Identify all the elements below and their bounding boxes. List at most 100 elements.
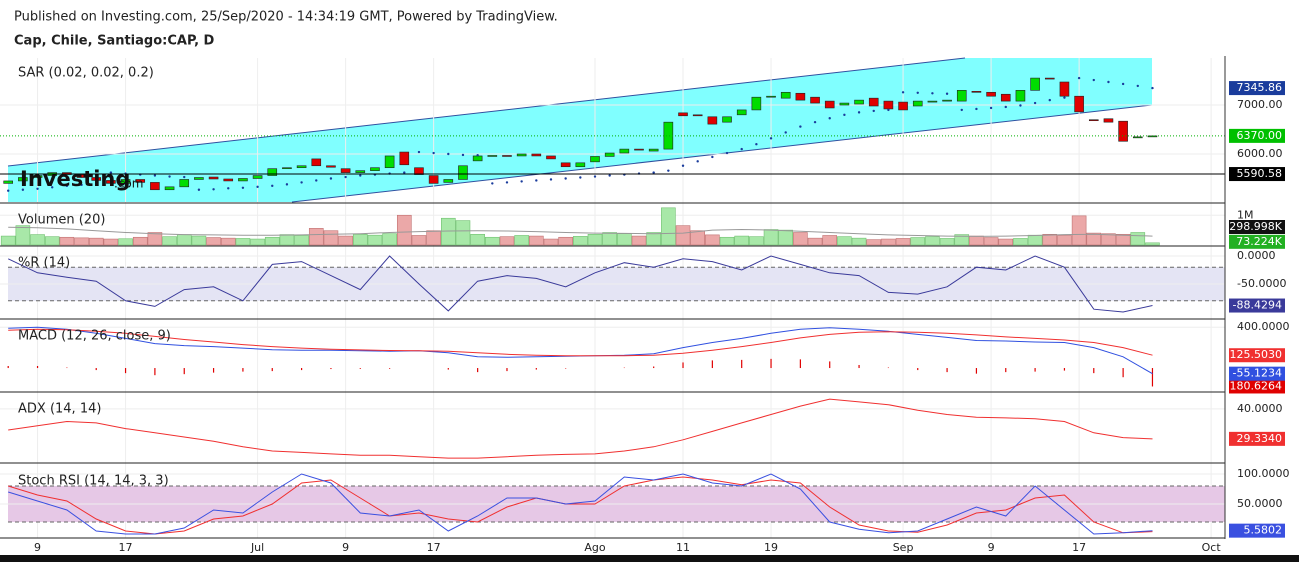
sar-dot bbox=[1136, 84, 1139, 88]
sar-dot bbox=[843, 113, 846, 117]
indicator-line bbox=[8, 473, 1153, 535]
candle bbox=[458, 165, 468, 180]
sar-dot bbox=[916, 91, 919, 94]
sar-dot bbox=[183, 175, 186, 179]
x-tick-label: Jul bbox=[250, 541, 264, 554]
volume-bar bbox=[440, 217, 456, 246]
volume-bar bbox=[749, 236, 764, 246]
sar-dot bbox=[887, 108, 890, 112]
volume-bar bbox=[1027, 234, 1043, 246]
volume-bar bbox=[191, 235, 207, 246]
x-tick-label: Sep bbox=[893, 541, 914, 554]
candle bbox=[428, 175, 439, 184]
sar-dot bbox=[109, 171, 113, 174]
volume-bar bbox=[206, 237, 221, 246]
panel-title: Volumen (20) bbox=[18, 213, 105, 228]
volume-bar bbox=[485, 236, 500, 246]
volume-bar bbox=[103, 238, 119, 246]
sar-dot bbox=[359, 174, 362, 177]
candle bbox=[76, 174, 87, 178]
y-tick-label: 0.0000 bbox=[1237, 249, 1276, 262]
sar-dot bbox=[461, 153, 465, 157]
volume-bar bbox=[1115, 233, 1131, 246]
volume-bar bbox=[426, 230, 441, 246]
volume-bar bbox=[1071, 215, 1087, 246]
candle bbox=[648, 148, 659, 152]
volume-bar bbox=[118, 238, 133, 246]
sar-dot bbox=[857, 111, 861, 114]
volume-bar bbox=[235, 238, 251, 246]
y-tick-label: 40.0000 bbox=[1237, 402, 1283, 415]
published-note: Published on Investing.com, 25/Sep/2020 … bbox=[14, 10, 558, 25]
candle bbox=[722, 116, 732, 123]
sar-dot bbox=[711, 155, 714, 159]
volume-bar bbox=[250, 238, 265, 246]
volume-bar bbox=[602, 232, 617, 246]
sar-dot bbox=[960, 108, 963, 112]
sar-dot bbox=[1092, 78, 1095, 82]
sar-dot bbox=[828, 117, 831, 120]
price-tag bbox=[1229, 379, 1285, 394]
volume-bar bbox=[44, 236, 60, 246]
volume-bar bbox=[132, 236, 148, 246]
sar-dot bbox=[740, 147, 743, 151]
candle bbox=[854, 99, 864, 105]
volume-bar bbox=[983, 237, 999, 246]
candle bbox=[678, 112, 688, 117]
volume-bar bbox=[514, 235, 529, 246]
sar-dot bbox=[667, 169, 670, 172]
volume-bar bbox=[646, 232, 661, 246]
price-tag bbox=[1229, 523, 1285, 538]
sar-dot bbox=[989, 106, 993, 110]
sar-dot bbox=[1077, 76, 1081, 80]
volume-bar bbox=[59, 236, 75, 246]
volume-bar bbox=[470, 233, 485, 246]
sar-dot bbox=[535, 179, 538, 182]
volume-bar bbox=[308, 228, 324, 246]
volume-bar bbox=[661, 207, 676, 246]
candle bbox=[238, 178, 248, 182]
candle bbox=[663, 121, 674, 150]
candle bbox=[135, 179, 146, 183]
candle bbox=[956, 90, 967, 102]
volume-bar bbox=[793, 232, 808, 246]
volume-bar bbox=[925, 236, 940, 246]
plot-layer: 9 17 Jul 9 17 Ago 11 19 Sep 9 17 Oct 6000.00 7000.00 7… bbox=[0, 58, 1290, 554]
candle bbox=[692, 114, 703, 117]
volume-bar bbox=[881, 238, 896, 246]
candle bbox=[1103, 118, 1114, 123]
volume-bar bbox=[162, 236, 177, 246]
sar-dot bbox=[417, 150, 421, 154]
volume-bar bbox=[1042, 233, 1058, 246]
candle bbox=[619, 148, 630, 154]
price-tag bbox=[1229, 81, 1285, 96]
volume-bar bbox=[998, 238, 1014, 246]
price-tag bbox=[1229, 234, 1285, 249]
sar-dot bbox=[784, 131, 787, 134]
candle bbox=[18, 177, 28, 182]
sar-dot bbox=[315, 179, 318, 182]
volume-bar bbox=[587, 233, 603, 246]
sar-dot bbox=[725, 151, 729, 155]
x-tick-label: 17 bbox=[1072, 541, 1086, 554]
price-tag-label: -180.6264 bbox=[1226, 379, 1282, 392]
volume-bar bbox=[778, 229, 794, 246]
candle bbox=[296, 165, 307, 169]
volume-bar bbox=[690, 230, 705, 246]
panel-title: ADX (14, 14) bbox=[18, 402, 101, 417]
volume-bar bbox=[573, 236, 588, 246]
volume-bar bbox=[338, 235, 353, 246]
volume-bar bbox=[910, 237, 926, 246]
y-tick-label: 400.0000 bbox=[1237, 320, 1290, 333]
candle bbox=[340, 168, 351, 173]
sar-dot bbox=[945, 92, 949, 95]
candle bbox=[546, 155, 556, 160]
volume-bar bbox=[969, 235, 984, 246]
sar-dot bbox=[36, 187, 39, 190]
volume-bar bbox=[0, 235, 16, 246]
candle bbox=[1015, 90, 1026, 102]
candle bbox=[3, 180, 13, 184]
volume-bar bbox=[1130, 232, 1146, 246]
candle bbox=[736, 109, 747, 116]
volume-bar bbox=[543, 238, 559, 246]
